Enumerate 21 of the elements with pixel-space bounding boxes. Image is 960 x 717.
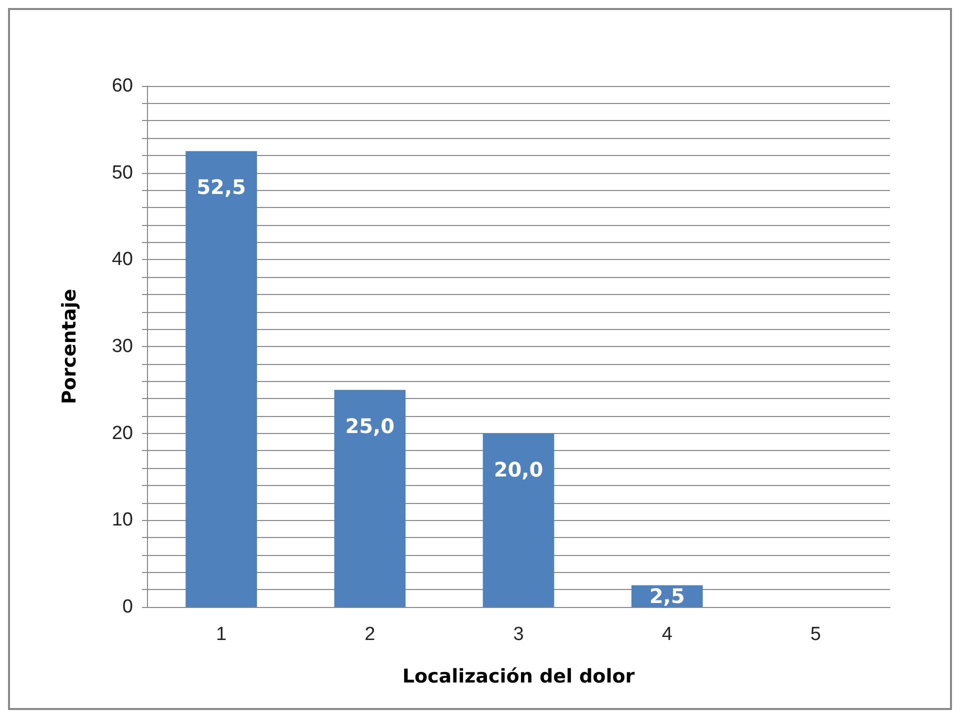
data-label: 25,0: [345, 414, 395, 438]
y-axis-title: Porcentaje: [58, 288, 80, 404]
data-label: 2,5: [649, 584, 685, 608]
x-tick-label: 3: [513, 624, 524, 645]
y-tick-label: 50: [112, 162, 133, 184]
data-label: 52,5: [196, 175, 246, 200]
x-axis-title: Localización del dolor: [402, 666, 636, 688]
x-tick-label: 2: [364, 624, 376, 645]
bar: [186, 151, 257, 607]
y-tick-label: 40: [112, 249, 133, 270]
x-tick-label: 1: [216, 624, 227, 645]
x-tick-label: 5: [810, 624, 821, 645]
y-tick-label: 0: [122, 596, 133, 618]
y-tick-label: 20: [112, 422, 133, 444]
bar: [334, 390, 406, 607]
y-tick-label: 10: [112, 510, 133, 531]
x-tick-label: 4: [662, 624, 673, 645]
y-tick-label: 60: [112, 76, 133, 96]
data-label: 20,0: [494, 457, 544, 482]
bar: [482, 433, 554, 607]
y-tick-label: 30: [112, 336, 133, 357]
